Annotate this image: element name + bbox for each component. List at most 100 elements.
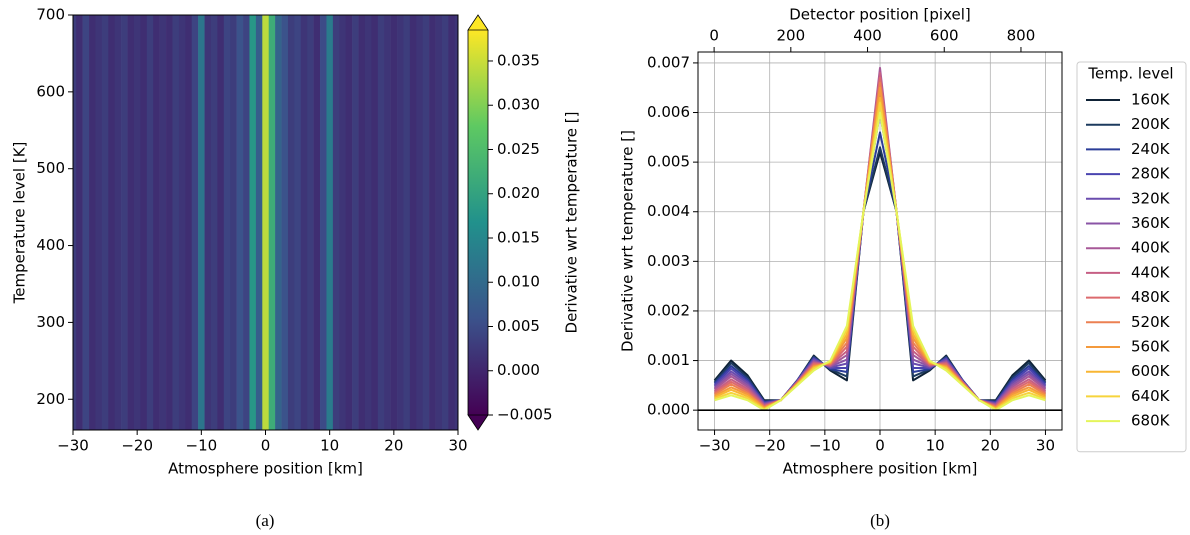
heat-cell bbox=[159, 15, 167, 430]
y-tick-label: 0.007 bbox=[647, 53, 690, 71]
colorbar-tick-label: −0.005 bbox=[497, 406, 553, 424]
heat-cell bbox=[140, 15, 148, 430]
heat-cell bbox=[313, 15, 321, 430]
heat-cell bbox=[133, 15, 141, 430]
heat-cell bbox=[153, 15, 160, 430]
heat-cell bbox=[422, 15, 430, 430]
y-tick-label: 0.006 bbox=[647, 103, 690, 121]
y-tick-label: 400 bbox=[36, 236, 65, 254]
x-tick-label: 10 bbox=[926, 437, 945, 455]
heat-cell bbox=[448, 15, 456, 430]
heat-cell bbox=[191, 15, 199, 430]
colorbar-extend-bottom bbox=[467, 414, 489, 431]
heat-cell bbox=[249, 15, 257, 430]
heat-cell bbox=[454, 15, 458, 430]
heat-cell bbox=[441, 15, 449, 430]
heat-cell bbox=[95, 15, 103, 430]
legend-label: 400K bbox=[1131, 239, 1171, 257]
legend-label: 440K bbox=[1131, 263, 1171, 281]
heat-cell bbox=[146, 15, 154, 430]
heat-cell bbox=[377, 15, 385, 430]
heat-cell bbox=[198, 15, 205, 430]
heat-cell bbox=[166, 15, 173, 430]
heat-cell bbox=[307, 15, 314, 430]
x-axis-label: Atmosphere position [km] bbox=[168, 460, 363, 478]
x-tick-label: 0 bbox=[875, 437, 885, 455]
x-tick-label: 20 bbox=[384, 437, 403, 455]
heat-cell bbox=[243, 15, 250, 430]
plot-frame bbox=[697, 51, 1063, 431]
heat-cell bbox=[185, 15, 193, 430]
legend-label: 320K bbox=[1131, 189, 1171, 207]
heat-cell bbox=[320, 15, 327, 430]
heat-cell bbox=[204, 15, 212, 430]
heat-cell bbox=[332, 15, 340, 430]
heat-cell bbox=[403, 15, 411, 430]
y-tick-label: 0.001 bbox=[647, 351, 690, 369]
legend-title: Temp. level bbox=[1087, 65, 1173, 83]
y-tick-label: 200 bbox=[36, 390, 65, 408]
x-tick-label: −30 bbox=[57, 437, 89, 455]
heat-cell bbox=[262, 15, 270, 430]
x-tick-label: 0 bbox=[261, 437, 271, 455]
heatmap bbox=[73, 15, 458, 430]
colorbar-frame bbox=[467, 30, 489, 415]
colorbar-tick-label: 0.035 bbox=[497, 51, 540, 69]
heat-cell bbox=[429, 15, 436, 430]
legend-label: 240K bbox=[1131, 140, 1171, 158]
colorbar-tick-label: 0.000 bbox=[497, 361, 540, 379]
heat-cell bbox=[210, 15, 218, 430]
heat-cell bbox=[358, 15, 366, 430]
x-tick-label: 20 bbox=[981, 437, 1000, 455]
legend-label: 480K bbox=[1131, 288, 1171, 306]
series-line bbox=[714, 111, 1046, 412]
heat-cell bbox=[339, 15, 347, 430]
colorbar-label: Derivative wrt temperature [] bbox=[563, 112, 581, 334]
heat-cell bbox=[101, 15, 109, 430]
legend-label: 680K bbox=[1131, 412, 1171, 430]
heat-cell bbox=[223, 15, 231, 430]
x2-axis-label: Detector position [pixel] bbox=[789, 6, 971, 24]
heat-cell bbox=[300, 15, 308, 430]
heat-cell bbox=[127, 15, 135, 430]
heat-cell bbox=[268, 15, 276, 430]
heat-cell bbox=[108, 15, 116, 430]
heat-cell bbox=[384, 15, 391, 430]
heat-cell bbox=[230, 15, 237, 430]
x-tick-label: 30 bbox=[448, 437, 467, 455]
colorbar-tick-label: 0.020 bbox=[497, 184, 540, 202]
colorbar bbox=[468, 30, 488, 415]
y-tick-label: 0.002 bbox=[647, 301, 690, 319]
heat-cell bbox=[390, 15, 398, 430]
heat-cell bbox=[352, 15, 359, 430]
colorbar-extend-top bbox=[467, 14, 489, 31]
heat-cell bbox=[326, 15, 334, 430]
colorbar-tick-label: 0.025 bbox=[497, 140, 540, 158]
legend-box bbox=[1076, 61, 1187, 453]
legend-label: 160K bbox=[1131, 91, 1171, 109]
caption: (b) bbox=[870, 511, 890, 530]
x-tick-label: 30 bbox=[1036, 437, 1055, 455]
x2-tick-label: 600 bbox=[930, 27, 959, 45]
lines bbox=[713, 66, 1047, 412]
x-tick-label: −20 bbox=[121, 437, 153, 455]
y-tick-label: 700 bbox=[36, 6, 65, 24]
heat-cell bbox=[435, 15, 443, 430]
colorbar-tick-label: 0.030 bbox=[497, 96, 540, 114]
heat-cell bbox=[281, 15, 289, 430]
heat-cell bbox=[114, 15, 122, 430]
colorbar-tick-label: 0.015 bbox=[497, 228, 540, 246]
x-axis-label: Atmosphere position [km] bbox=[783, 460, 978, 478]
legend-label: 640K bbox=[1131, 387, 1171, 405]
heat-cell bbox=[76, 15, 83, 430]
x2-tick-label: 400 bbox=[853, 27, 882, 45]
y-axis-label: Temperature level [K] bbox=[11, 142, 29, 305]
x-tick-label: 10 bbox=[320, 437, 339, 455]
x-tick-label: −30 bbox=[699, 437, 731, 455]
x2-tick-label: 0 bbox=[709, 27, 719, 45]
legend-label: 280K bbox=[1131, 165, 1171, 183]
colorbar-tick-label: 0.005 bbox=[497, 317, 540, 335]
y-tick-label: 0.003 bbox=[647, 252, 690, 270]
heat-cell bbox=[397, 15, 404, 430]
